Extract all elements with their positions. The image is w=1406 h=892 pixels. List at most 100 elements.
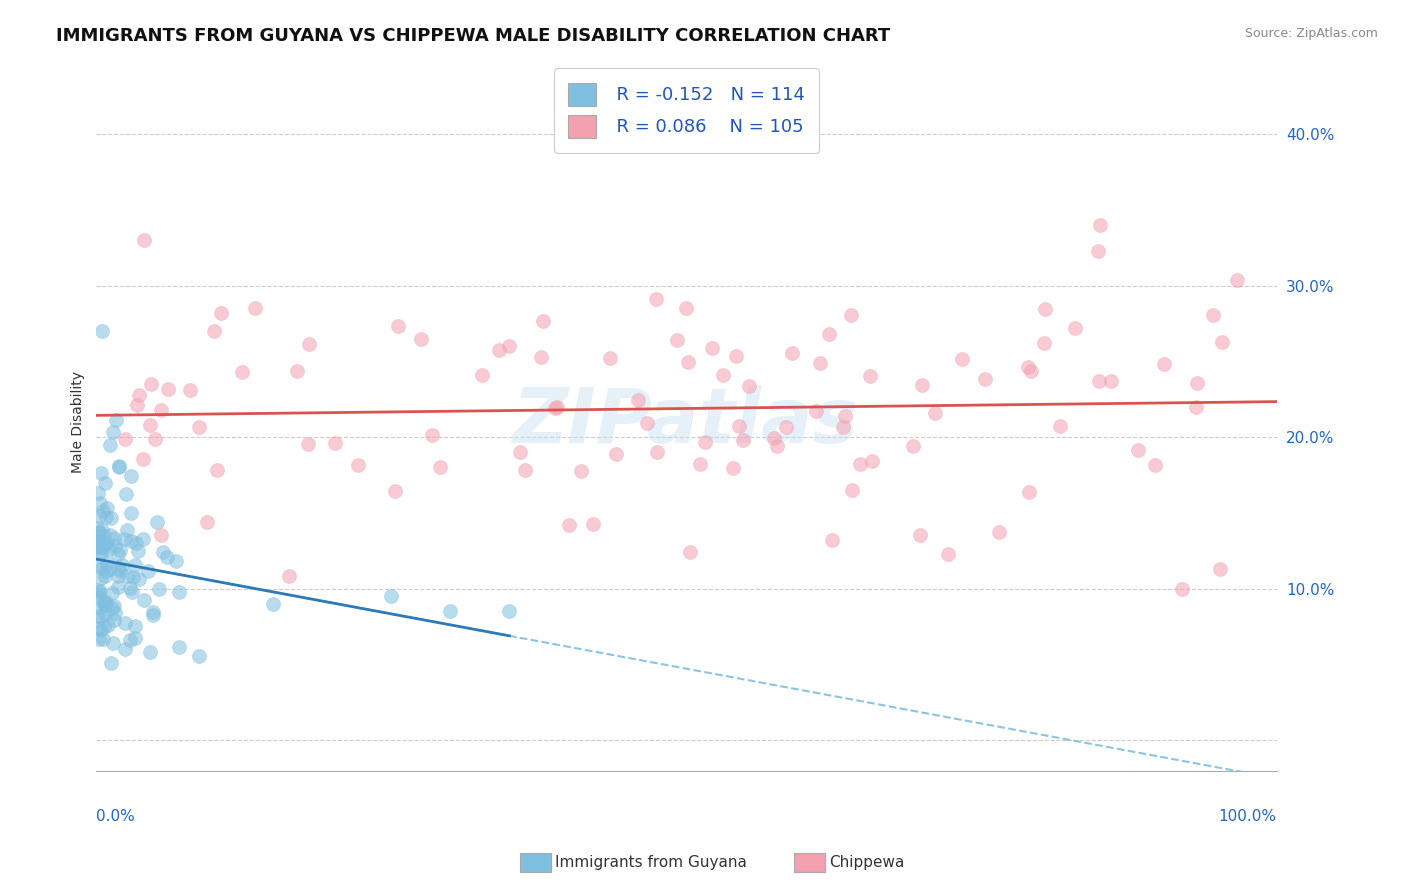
Legend:   R = -0.152   N = 114,   R = 0.086    N = 105: R = -0.152 N = 114, R = 0.086 N = 105: [554, 69, 818, 153]
Point: [195, 515, 218, 529]
Point: [90, 539, 112, 553]
Point: [950, 351, 973, 366]
Point: [297, 336, 319, 351]
Point: [103, 613, 125, 627]
Point: [89, 547, 111, 561]
Point: [702, 341, 724, 355]
Point: [90, 624, 112, 638]
Point: [558, 518, 581, 533]
Point: [94, 594, 117, 608]
Point: [90, 571, 112, 585]
Point: [87, 632, 110, 646]
Point: [93, 620, 115, 634]
Point: [86, 541, 108, 555]
Point: [97, 618, 120, 632]
Point: [209, 306, 232, 320]
Point: [411, 332, 433, 346]
Point: [429, 460, 451, 475]
Text: Immigrants from Guyana: Immigrants from Guyana: [555, 855, 747, 870]
Point: [531, 314, 554, 328]
Point: [107, 547, 129, 561]
Point: [96, 536, 118, 550]
Point: [96, 500, 118, 515]
Point: [142, 605, 165, 619]
Point: [96, 556, 118, 570]
Text: ZIPatlas: ZIPatlas: [513, 385, 859, 459]
Point: [723, 460, 745, 475]
Point: [297, 437, 319, 451]
Point: [285, 363, 308, 377]
Point: [509, 444, 531, 458]
Point: [675, 301, 697, 316]
Point: [101, 585, 124, 599]
Point: [582, 516, 605, 531]
Point: [665, 333, 688, 347]
Point: [97, 541, 120, 556]
Point: [91, 324, 114, 338]
Point: [733, 434, 755, 448]
Text: 100.0%: 100.0%: [1219, 809, 1277, 824]
Point: [100, 657, 122, 671]
Point: [86, 532, 108, 546]
Point: [124, 618, 146, 632]
Point: [120, 534, 142, 549]
Point: [98, 562, 121, 576]
Point: [121, 585, 143, 599]
Point: [138, 417, 160, 432]
Point: [86, 530, 108, 544]
Point: [346, 458, 368, 472]
Point: [384, 483, 406, 498]
Point: [1088, 218, 1111, 232]
Point: [546, 400, 568, 414]
Point: [387, 318, 409, 333]
Point: [1144, 458, 1167, 473]
Point: [150, 402, 173, 417]
Point: [90, 610, 112, 624]
Point: [89, 583, 111, 598]
Point: [104, 539, 127, 553]
Point: [145, 515, 167, 529]
Point: [127, 544, 149, 558]
Text: Chippewa: Chippewa: [830, 855, 905, 870]
Point: [115, 523, 138, 537]
Point: [120, 506, 142, 520]
Point: [1126, 443, 1149, 458]
Point: [187, 648, 209, 663]
Point: [120, 581, 142, 595]
Point: [1033, 336, 1056, 351]
Point: [841, 483, 863, 498]
Point: [676, 355, 699, 369]
Point: [1171, 582, 1194, 596]
Point: [101, 636, 124, 650]
Point: [89, 525, 111, 540]
Point: [128, 572, 150, 586]
Point: [107, 580, 129, 594]
Point: [93, 537, 115, 551]
Point: [104, 606, 127, 620]
Point: [1201, 308, 1223, 322]
Point: [94, 476, 117, 491]
Point: [87, 531, 110, 545]
Point: [98, 438, 121, 452]
Point: [94, 607, 117, 622]
Point: [936, 547, 959, 561]
Point: [202, 324, 225, 338]
Point: [1184, 401, 1206, 415]
Point: [121, 570, 143, 584]
Point: [110, 542, 132, 557]
Point: [91, 540, 114, 554]
Point: [1211, 334, 1233, 349]
Point: [780, 346, 803, 360]
Point: [87, 485, 110, 500]
Point: [103, 425, 125, 440]
Point: [108, 459, 131, 474]
Point: [103, 531, 125, 545]
Point: [167, 640, 190, 654]
Point: [627, 393, 650, 408]
Point: [114, 615, 136, 630]
Point: [114, 432, 136, 446]
Point: [152, 544, 174, 558]
Point: [987, 524, 1010, 539]
Point: [90, 466, 112, 480]
Point: [86, 608, 108, 623]
